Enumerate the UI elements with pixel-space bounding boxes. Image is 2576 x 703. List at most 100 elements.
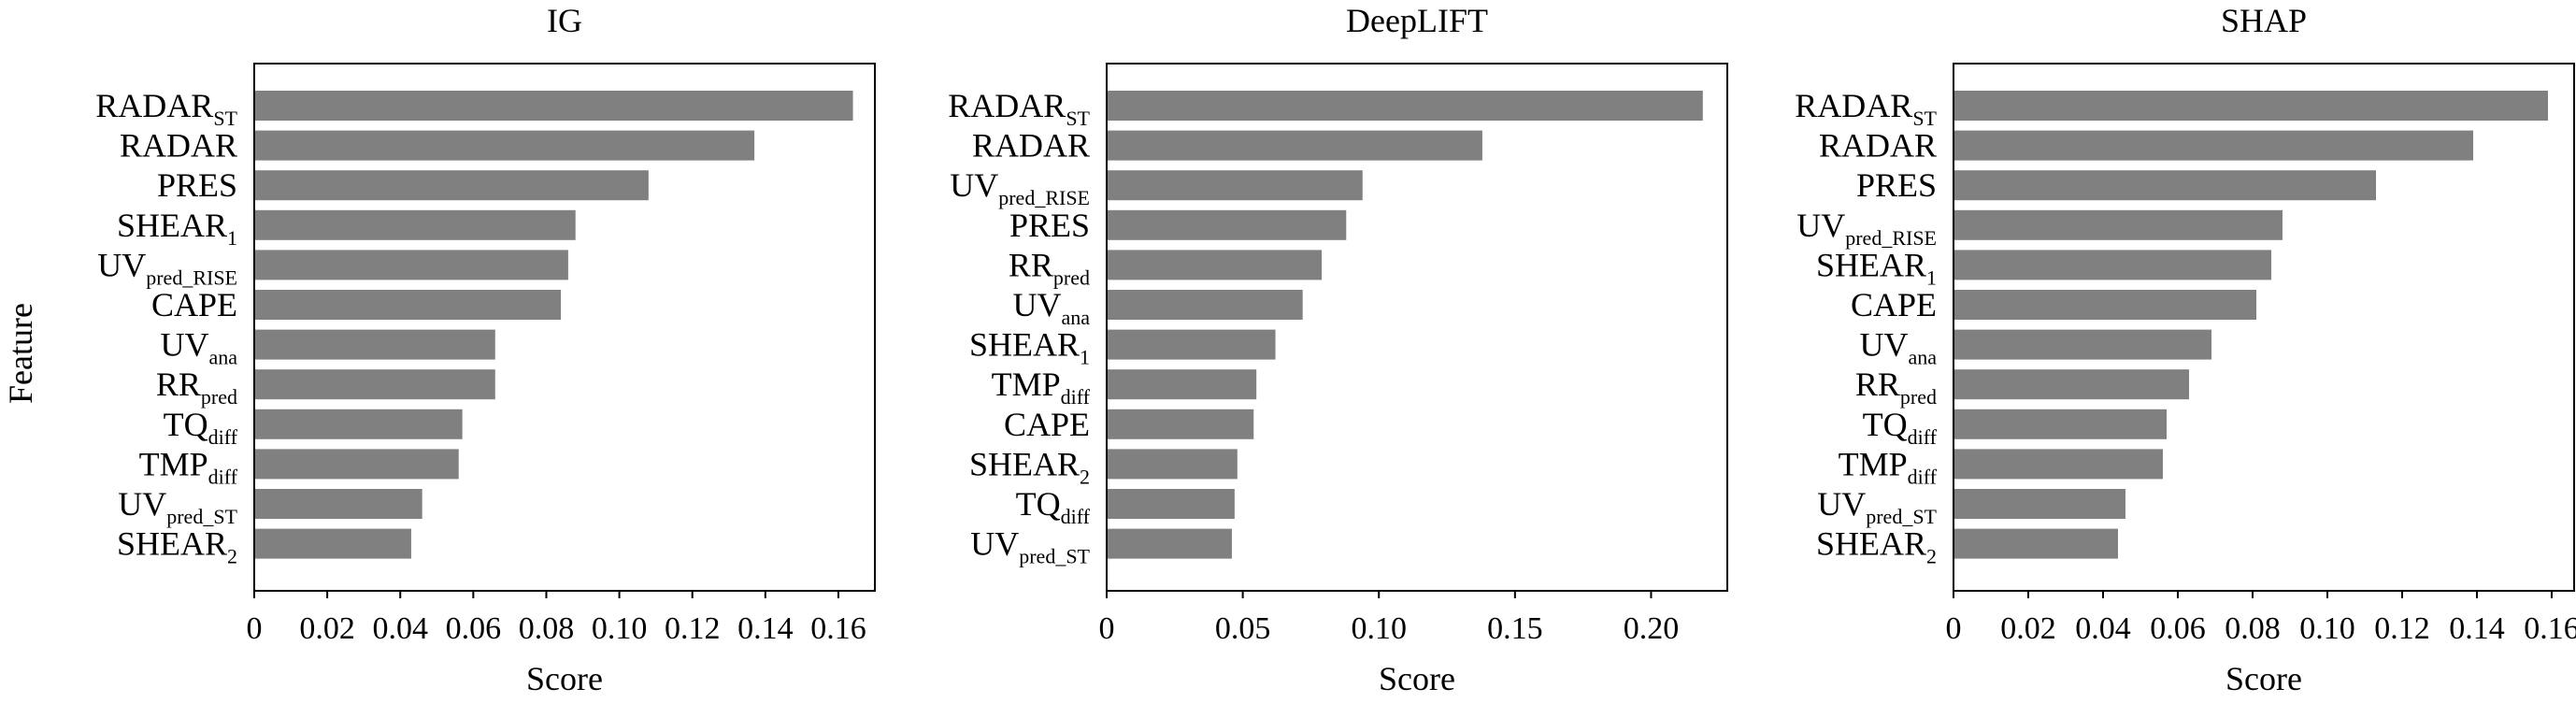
x-axis-label: Score	[526, 660, 603, 697]
chart-title: DeepLIFT	[1346, 2, 1488, 39]
x-tick-label: 0.10	[2299, 611, 2355, 646]
category-label: SHEAR2	[969, 445, 1090, 488]
category-label: UVpred_ST	[1817, 485, 1937, 528]
bar	[1107, 91, 1703, 121]
category-label: TQdiff	[164, 406, 238, 449]
bar	[1953, 449, 2163, 480]
bar	[254, 91, 853, 121]
x-tick-label: 0	[247, 611, 263, 646]
bar	[1107, 290, 1303, 320]
category-label: SHEAR1	[969, 326, 1090, 369]
category-label: UVpred_RISE	[950, 166, 1090, 209]
bar	[1107, 130, 1482, 161]
x-tick-label: 0.14	[737, 611, 794, 646]
x-tick-label: 0.06	[2150, 611, 2206, 646]
x-tick-label: 0.15	[1487, 611, 1543, 646]
chart-panel-deeplift: DeepLIFT RADARSTRADARUVpred_RISEPRESRRpre…	[948, 2, 1728, 697]
category-label: RRpred	[1855, 366, 1937, 409]
category-label: UVpred_ST	[118, 485, 237, 528]
x-tick-label: 0.04	[2075, 611, 2131, 646]
category-label: RADAR	[1819, 127, 1937, 165]
bar	[1107, 409, 1254, 439]
category-label: RADARST	[95, 87, 237, 130]
x-axis-label: Score	[1379, 660, 1455, 697]
bar	[1953, 409, 2167, 439]
bar	[254, 250, 568, 280]
category-label: TMPdiff	[139, 445, 238, 488]
bar	[254, 130, 755, 161]
category-label: SHEAR1	[117, 207, 237, 250]
x-tick-label: 0.08	[2225, 611, 2281, 646]
bar	[254, 369, 495, 400]
x-axis-label: Score	[2225, 660, 2302, 697]
category-label: RRpred	[156, 366, 237, 409]
category-label: UVpred_RISE	[97, 246, 237, 289]
bar	[254, 329, 495, 360]
category-label: PRES	[157, 166, 237, 204]
category-label: CAPE	[1851, 286, 1937, 323]
x-tick-label: 0.12	[2374, 611, 2430, 646]
bar	[1107, 170, 1363, 201]
category-label: RADAR	[120, 127, 237, 165]
category-label: SHEAR1	[1816, 246, 1937, 289]
x-tick-label: 0.10	[1351, 611, 1407, 646]
bar	[1107, 528, 1232, 559]
bar	[1953, 369, 2189, 400]
category-label: UVana	[1859, 326, 1937, 369]
bar	[1107, 329, 1276, 360]
chart-panel-ig: IGRADARSTRADARPRESSHEAR1UVpred_RISECAPEU…	[95, 2, 876, 697]
bar	[254, 489, 422, 519]
x-tick-label: 0	[1099, 611, 1115, 646]
category-label: UVpred_RISE	[1796, 207, 1937, 250]
bar	[1953, 130, 2473, 161]
category-label: TQdiff	[1863, 406, 1938, 449]
category-label: RADARST	[948, 87, 1090, 130]
plot-frame	[1953, 63, 2575, 592]
bar	[1107, 489, 1235, 519]
x-tick-label: 0.02	[299, 611, 355, 646]
bar	[1953, 209, 2283, 240]
bar	[1107, 369, 1257, 400]
x-tick-label: 0.05	[1215, 611, 1271, 646]
chart-panels: IGRADARSTRADARPRESSHEAR1UVpred_RISECAPEU…	[95, 2, 2576, 697]
category-label: SHEAR2	[117, 525, 237, 568]
category-label: UVana	[160, 326, 237, 369]
bar	[254, 449, 459, 480]
category-label: CAPE	[151, 286, 237, 323]
bar	[1953, 170, 2376, 201]
category-label: UVpred_ST	[970, 525, 1090, 568]
chart-title: IG	[547, 2, 582, 39]
category-label: RRpred	[1009, 246, 1090, 289]
x-tick-label: 0.12	[665, 611, 721, 646]
bar	[1953, 250, 2271, 280]
bar	[1953, 528, 2118, 559]
x-tick-label: 0.14	[2449, 611, 2505, 646]
x-tick-label: 0	[1946, 611, 1962, 646]
x-tick-label: 0.04	[372, 611, 428, 646]
bar	[1107, 449, 1238, 480]
x-tick-label: 0.10	[592, 611, 648, 646]
x-tick-label: 0.20	[1624, 611, 1680, 646]
category-label: TMPdiff	[992, 366, 1091, 409]
x-tick-label: 0.16	[2524, 611, 2576, 646]
bar	[254, 170, 649, 201]
category-label: RADARST	[1795, 87, 1937, 130]
bar	[254, 209, 576, 240]
x-tick-label: 0.16	[810, 611, 866, 646]
x-tick-label: 0.06	[446, 611, 502, 646]
x-tick-label: 0.02	[2000, 611, 2056, 646]
category-label: TMPdiff	[1839, 445, 1938, 488]
bar	[254, 528, 411, 559]
category-label: RADAR	[972, 127, 1090, 165]
bar	[254, 290, 562, 320]
category-label: PRES	[1009, 207, 1090, 244]
plot-frame	[1106, 63, 1728, 592]
bar	[1107, 250, 1323, 280]
bar	[1953, 290, 2256, 320]
category-label: PRES	[1856, 166, 1937, 204]
bar	[1107, 209, 1347, 240]
bar	[1953, 91, 2548, 121]
category-label: UVana	[1012, 286, 1090, 329]
bar	[1953, 329, 2211, 360]
